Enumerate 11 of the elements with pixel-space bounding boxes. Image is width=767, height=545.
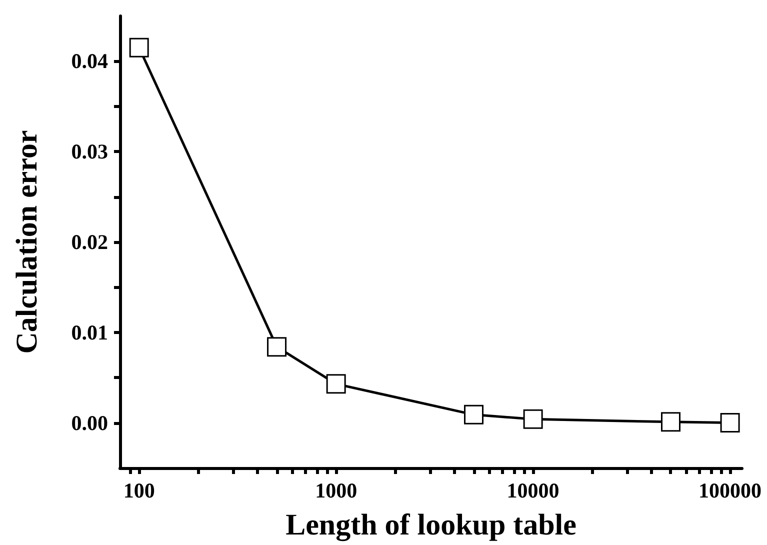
y-tick-label: 0.04 [71,49,108,74]
y-axis-title: Calculation error [10,130,44,354]
x-axis-title: Length of lookup table [286,508,576,542]
x-tick-label: 10000 [506,478,560,502]
x-tick-label: 1000 [315,478,358,502]
x-tick-label: 100000 [698,478,762,502]
y-tick-label: 0.03 [71,140,108,164]
x-tick-label: 100 [123,478,155,502]
y-tick-label: 0.01 [71,320,108,344]
y-tick-label: 0.02 [71,230,108,254]
y-tick-label: 0.00 [71,410,108,435]
